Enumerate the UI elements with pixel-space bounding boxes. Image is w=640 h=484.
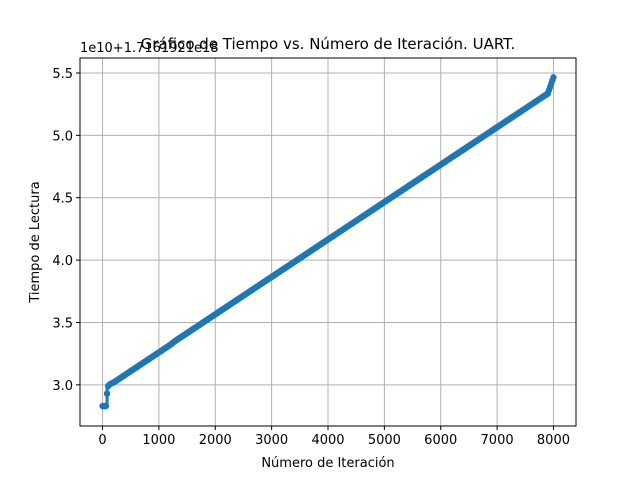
y-tick-label: 4.5	[52, 192, 73, 207]
x-ticks: 0 1000 2000 3000 4000 5000 6000 7000 8000	[98, 426, 570, 448]
y-axis-offset-label: 1e10+1.716192​1e18	[80, 41, 219, 56]
x-tick-label: 7000	[481, 433, 514, 448]
x-tick-label: 4000	[311, 433, 344, 448]
y-tick-label: 3.0	[52, 379, 73, 394]
x-tick-label: 0	[98, 433, 106, 448]
x-tick-label: 1000	[142, 433, 175, 448]
data-point	[550, 74, 557, 81]
y-axis-label: Tiempo de Lectura	[28, 181, 43, 303]
points-layer	[99, 74, 557, 410]
x-tick-label: 6000	[424, 433, 457, 448]
y-tick-label: 3.5	[52, 316, 73, 331]
x-tick-label: 2000	[199, 433, 232, 448]
y-tick-label: 4.0	[52, 254, 73, 269]
chart-title: Gráfico de Tiempo vs. Número de Iteració…	[141, 35, 516, 53]
x-tick-label: 3000	[255, 433, 288, 448]
y-tick-label: 5.5	[52, 67, 73, 82]
x-tick-label: 8000	[537, 433, 570, 448]
x-tick-label: 5000	[368, 433, 401, 448]
y-tick-label: 5.0	[52, 129, 73, 144]
x-axis-label: Número de Iteración	[261, 456, 394, 471]
y-ticks: 3.0 3.5 4.0 4.5 5.0 5.5	[52, 67, 80, 394]
